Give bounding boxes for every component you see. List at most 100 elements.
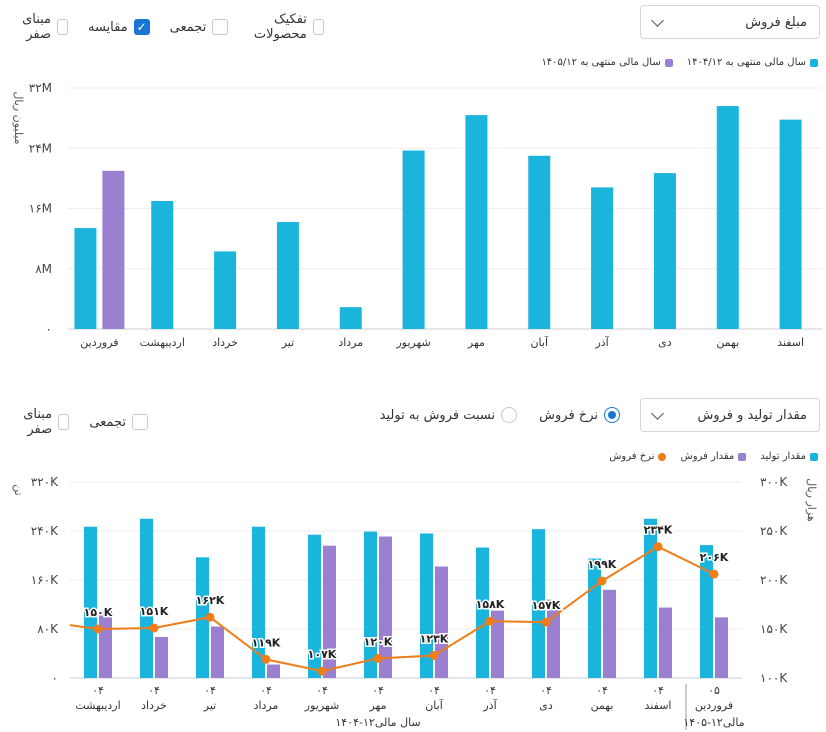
bar-0-9	[653, 173, 676, 329]
rate-data-label: ۲۳۴K	[644, 524, 673, 537]
sales-metric-dropdown[interactable]: مبلغ فروش	[640, 5, 820, 39]
y-axis-label: میلیون ریال	[12, 91, 25, 144]
x-tick-year: ۰۵	[708, 684, 720, 697]
x-tick-label: فروردین	[80, 336, 118, 349]
legend-swatch	[810, 452, 818, 461]
bar-0-11	[779, 119, 802, 329]
bar-0-10	[716, 106, 739, 329]
radio-option-0[interactable]: نرخ فروش	[539, 407, 620, 423]
x-tick-label: آذر	[594, 335, 609, 349]
sales-bar-4	[323, 545, 336, 678]
rate-data-label: ۱۲۰K	[364, 635, 393, 648]
checkbox-checked[interactable]: ✓	[133, 19, 150, 35]
option-0[interactable]: مبنای صفر	[14, 12, 68, 42]
radio-button[interactable]	[604, 407, 620, 423]
bar-0-0	[74, 228, 97, 329]
radio-button[interactable]	[501, 407, 518, 423]
option-1[interactable]: تجمعی	[89, 414, 148, 430]
legend-swatch	[658, 452, 667, 461]
sales-bar-0	[99, 610, 112, 678]
right-axis-label: هزار ریال	[805, 478, 818, 522]
x-tick-month: تیر	[203, 699, 216, 712]
x-tick-year: ۰۴	[540, 684, 552, 697]
legend-label: مقدار تولید	[760, 451, 806, 462]
x-tick-month: فروردین	[695, 699, 733, 712]
bottom-options: تجمعی مبنای صفر	[0, 407, 148, 437]
rate-point-7	[485, 616, 495, 626]
x-tick-label: شهریور	[395, 336, 430, 349]
option-label: تفکیک محصولات	[253, 12, 307, 42]
checkbox[interactable]	[58, 414, 70, 430]
bar-0-7	[528, 155, 551, 329]
checkbox[interactable]	[312, 19, 324, 35]
rate-data-label: ۱۲۳K	[420, 632, 449, 645]
legend-item[interactable]: سال مالی منتهی به ۱۴۰۴/۱۲	[687, 57, 818, 68]
x-tick-label: مرداد	[338, 336, 363, 349]
x-tick-year: ۰۴	[204, 684, 216, 697]
legend-item[interactable]: سال مالی منتهی به ۱۴۰۵/۱۲	[541, 57, 673, 68]
x-tick-month: مرداد	[254, 699, 279, 712]
bottom-legend: مقدار تولید مقدار فروش نرخ فروش	[609, 451, 818, 462]
radio-option-1[interactable]: نسبت فروش به تولید	[379, 407, 518, 423]
x-tick-year: ۰۴	[596, 684, 608, 697]
rate-point-4	[317, 666, 327, 676]
sales-bar-11	[715, 617, 728, 678]
x-tick-label: بهمن	[716, 336, 739, 349]
right-tick-label: ۲۵۰K	[760, 524, 788, 538]
legend-swatch	[810, 58, 818, 67]
left-tick-label: ۳۲۰K	[31, 475, 59, 489]
rate-point-10	[653, 542, 663, 552]
option-1[interactable]: ✓ مقایسه	[88, 19, 150, 35]
legend-item[interactable]: مقدار فروش	[680, 451, 747, 462]
rate-radio-group: نرخ فروش نسبت فروش به تولید	[370, 407, 620, 423]
bar-0-1	[151, 200, 174, 329]
checkbox[interactable]	[212, 19, 229, 35]
legend-label: سال مالی منتهی به ۱۴۰۵/۱۲	[541, 57, 661, 68]
legend-label: نرخ فروش	[609, 451, 655, 462]
production-bar-0	[84, 526, 97, 678]
option-label: تجمعی	[89, 414, 126, 430]
production-sales-dropdown[interactable]: مقدار تولید و فروش	[640, 398, 820, 432]
left-tick-label: ۲۴۰K	[31, 524, 59, 538]
x-tick-month: آذر	[482, 698, 497, 712]
option-2[interactable]: تجمعی	[170, 19, 229, 35]
left-tick-label: ۸۰K	[37, 622, 59, 636]
x-tick-year: ۰۴	[316, 684, 328, 697]
sales-bar-6	[435, 566, 448, 678]
x-tick-label: اسفند	[777, 336, 804, 349]
legend-item[interactable]: مقدار تولید	[760, 451, 818, 462]
production-bar-3	[252, 526, 265, 678]
production-bar-4	[308, 534, 321, 678]
rate-point-2	[205, 612, 215, 622]
x-tick-label: اردیبهشت	[140, 336, 185, 349]
checkbox[interactable]	[57, 19, 68, 35]
sales-bar-10	[659, 607, 672, 678]
legend-swatch	[664, 58, 673, 67]
y-tick-label: ۱۶M	[29, 202, 52, 216]
x-tick-month: آبان	[425, 698, 443, 712]
production-bar-6	[420, 533, 433, 678]
rate-point-1	[149, 623, 159, 633]
option-label: مقایسه	[87, 19, 128, 35]
legend-label: سال مالی منتهی به ۱۴۰۴/۱۲	[686, 57, 806, 68]
rate-point-3	[261, 654, 271, 664]
production-bar-7	[476, 547, 489, 678]
legend-item[interactable]: نرخ فروش	[609, 451, 667, 462]
bar-0-8	[591, 187, 614, 329]
x-tick-year: ۰۴	[372, 684, 384, 697]
option-3[interactable]: تفکیک محصولات	[248, 12, 324, 42]
legend-swatch	[738, 452, 747, 461]
bar-0-5	[402, 150, 425, 329]
left-tick-label: ۱۶۰K	[31, 573, 59, 587]
radio-label: نسبت فروش به تولید	[379, 407, 496, 423]
option-label: مبنای صفر	[22, 12, 52, 42]
option-0[interactable]: مبنای صفر	[14, 407, 70, 437]
rate-point-11	[709, 569, 719, 579]
production-bar-9	[588, 558, 601, 678]
production-bar-11	[700, 545, 713, 678]
checkbox[interactable]	[132, 414, 148, 430]
production-sales-value: مقدار تولید و فروش	[697, 407, 807, 423]
right-tick-label: ۲۰۰K	[760, 573, 788, 587]
option-label: مبنای صفر	[23, 407, 53, 437]
